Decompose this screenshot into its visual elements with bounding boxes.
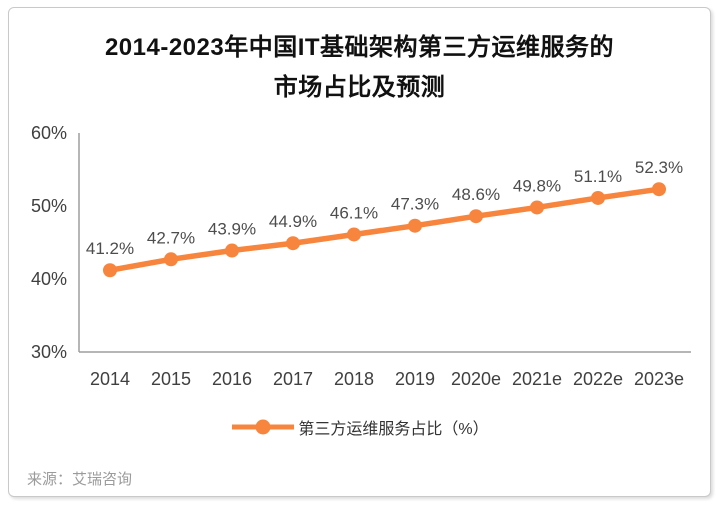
line-chart-plot: 30% 40% 50% 60% 2014 2015 2016 2017 2018 2019 2020… xyxy=(31,123,691,389)
x-tick-label: 2014 xyxy=(90,369,130,389)
x-tick-label: 2023e xyxy=(634,369,684,389)
data-point-label: 46.1% xyxy=(330,203,378,222)
data-point-label: 47.3% xyxy=(391,195,439,214)
data-point xyxy=(591,190,605,205)
legend-series-label: 第三方运维服务占比（%） xyxy=(298,421,489,438)
x-tick-label: 2019 xyxy=(395,369,435,389)
x-tick-label: 2017 xyxy=(273,369,313,389)
data-point xyxy=(530,200,544,215)
x-tick-label: 2022e xyxy=(573,369,623,389)
data-point xyxy=(286,236,300,251)
legend-line-marker-icon xyxy=(232,419,295,435)
y-tick-label: 40% xyxy=(31,269,67,289)
chart-title: 2014-2023年中国IT基础架构第三方运维服务的 市场占比及预测 xyxy=(9,28,710,108)
y-tick-label: 50% xyxy=(31,196,67,216)
x-tick-label: 2020e xyxy=(451,369,501,389)
chart-title-line1: 2014-2023年中国IT基础架构第三方运维服务的 xyxy=(104,34,615,61)
data-point-label: 49.8% xyxy=(513,176,561,195)
chart-legend: 第三方运维服务占比（%） xyxy=(9,415,710,439)
data-point xyxy=(225,243,239,258)
y-tick-label: 60% xyxy=(31,123,67,143)
data-point xyxy=(652,182,666,197)
data-point-label: 41.2% xyxy=(86,239,134,258)
data-point-label: 48.6% xyxy=(452,185,500,204)
x-tick-label: 2021e xyxy=(512,369,562,389)
source-note: 来源：艾瑞咨询 xyxy=(27,471,133,488)
x-tick-label: 2018 xyxy=(334,369,374,389)
data-point-label: 43.9% xyxy=(208,220,256,239)
x-tick-label: 2016 xyxy=(212,369,252,389)
series-line xyxy=(107,186,662,273)
data-point xyxy=(103,263,117,278)
chart-title-line2: 市场占比及预测 xyxy=(273,74,446,101)
data-point-label: 44.9% xyxy=(269,212,317,231)
x-tick-label: 2015 xyxy=(151,369,191,389)
y-tick-label: 30% xyxy=(31,342,67,362)
data-point-label: 42.7% xyxy=(147,228,195,247)
data-point xyxy=(347,227,361,242)
data-point xyxy=(469,209,483,224)
data-point-label: 52.3% xyxy=(635,158,683,177)
data-point xyxy=(408,218,422,233)
chart-card: 2014-2023年中国IT基础架构第三方运维服务的 市场占比及预测 30% 40… xyxy=(8,7,711,497)
data-point-label: 51.1% xyxy=(574,167,622,186)
data-point xyxy=(164,252,178,267)
